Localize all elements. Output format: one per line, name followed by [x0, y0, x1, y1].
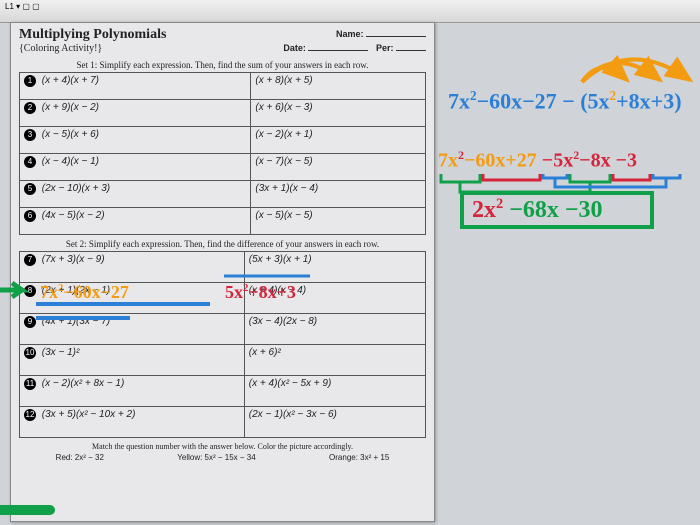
- table-row: 6 (4x − 5)(x − 2)(x − 5)(x − 5): [20, 207, 426, 234]
- handwriting-line2: 7x2−60x+27 −5x2−8x −3: [438, 148, 637, 173]
- worksheet-subtitle: {Coloring Activity!}: [19, 43, 166, 54]
- table-row: 3 (x − 5)(x + 6)(x − 2)(x + 1): [20, 126, 426, 153]
- worksheet-page: Multiplying Polynomials {Coloring Activi…: [10, 22, 435, 522]
- handwriting-line3: 2x2 −68x −30: [472, 196, 603, 224]
- app-toolbar: L1 ▾ ▢ ▢: [0, 0, 700, 23]
- table-row: 7 (7x + 3)(x − 9)(5x + 3)(x + 1): [20, 251, 426, 282]
- toolbar-text: L1 ▾ ▢ ▢: [5, 2, 40, 11]
- table-row: 10 (3x − 1)²(x + 6)²: [20, 344, 426, 375]
- worksheet-title: Multiplying Polynomials: [19, 27, 166, 43]
- table-row: 1 (x + 4)(x + 7)(x + 8)(x + 5): [20, 72, 426, 99]
- table-row: 2 (x + 9)(x − 2)(x + 6)(x − 3): [20, 99, 426, 126]
- table-row: 5 (2x − 10)(x + 3)(3x + 1)(x − 4): [20, 180, 426, 207]
- table-row: 4 (x − 4)(x − 1)(x − 7)(x − 5): [20, 153, 426, 180]
- worksheet-footer: Match the question number with the answe…: [19, 442, 426, 451]
- table-row: 9 (4x + 1)(3x − 7)(3x − 4)(2x − 8): [20, 313, 426, 344]
- table-row: 12 (3x + 5)(x² − 10x + 2)(2x − 1)(x² − 3…: [20, 406, 426, 437]
- header-fields: Name: Date: Per:: [283, 27, 426, 56]
- handwriting-row7left: 7x2−60x−27: [40, 282, 129, 303]
- set1-label: Set 1: Simplify each expression. Then, f…: [19, 60, 426, 70]
- set1-table: 1 (x + 4)(x + 7)(x + 8)(x + 5)2 (x + 9)(…: [19, 72, 426, 235]
- table-row: 11 (x − 2)(x² + 8x − 1)(x + 4)(x² − 5x +…: [20, 375, 426, 406]
- handwriting-line1: 7x2−60x−27 − (5x2+8x+3): [448, 88, 682, 114]
- color-key: Red: 2x² − 32 Yellow: 5x² − 15x − 34 Ora…: [19, 453, 426, 462]
- set2-table: 7 (7x + 3)(x − 9)(5x + 3)(x + 1)8 (2x + …: [19, 251, 426, 438]
- set2-label: Set 2: Simplify each expression. Then, f…: [19, 239, 426, 249]
- handwriting-row7right: 5x2+8x+3: [225, 282, 296, 303]
